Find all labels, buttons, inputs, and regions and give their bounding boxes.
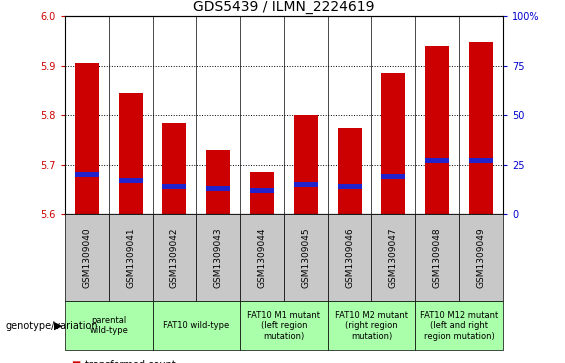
Bar	[206, 186, 231, 191]
Text: GSM1309043: GSM1309043	[214, 227, 223, 288]
Bar	[337, 184, 362, 189]
Bar	[119, 178, 143, 183]
Text: GSM1309048: GSM1309048	[433, 227, 442, 288]
Bar	[381, 174, 406, 179]
Text: transformed count: transformed count	[85, 360, 176, 363]
Text: FAT10 M2 mutant
(right region
mutation): FAT10 M2 mutant (right region mutation)	[335, 311, 408, 341]
Bar	[294, 182, 318, 187]
Text: GSM1309047: GSM1309047	[389, 227, 398, 288]
Text: GSM1309049: GSM1309049	[476, 227, 485, 288]
Bar	[469, 42, 493, 214]
Bar	[425, 158, 449, 163]
Bar	[162, 123, 186, 214]
Text: GSM1309044: GSM1309044	[258, 228, 267, 288]
Bar	[381, 73, 406, 214]
Text: ▶: ▶	[54, 321, 62, 331]
Text: GSM1309045: GSM1309045	[301, 227, 310, 288]
Text: parental
wild-type: parental wild-type	[89, 316, 128, 335]
Bar	[75, 172, 99, 177]
Text: FAT10 M1 mutant
(left region
mutation): FAT10 M1 mutant (left region mutation)	[247, 311, 320, 341]
Text: FAT10 wild-type: FAT10 wild-type	[163, 321, 229, 330]
Bar	[294, 115, 318, 214]
Text: GSM1309046: GSM1309046	[345, 227, 354, 288]
Bar	[469, 158, 493, 163]
Bar	[206, 150, 231, 214]
Text: GSM1309042: GSM1309042	[170, 228, 179, 288]
Text: FAT10 M12 mutant
(left and right
region mutation): FAT10 M12 mutant (left and right region …	[420, 311, 498, 341]
Bar	[75, 63, 99, 214]
Text: GSM1309041: GSM1309041	[126, 227, 135, 288]
Bar	[425, 46, 449, 214]
Bar	[337, 128, 362, 214]
Bar	[119, 93, 143, 214]
Title: GDS5439 / ILMN_2224619: GDS5439 / ILMN_2224619	[193, 0, 375, 14]
Text: genotype/variation: genotype/variation	[6, 321, 98, 331]
Bar	[250, 172, 274, 214]
Text: GSM1309040: GSM1309040	[82, 227, 92, 288]
Text: ■: ■	[71, 360, 80, 363]
Bar	[162, 184, 186, 189]
Bar	[250, 188, 274, 193]
